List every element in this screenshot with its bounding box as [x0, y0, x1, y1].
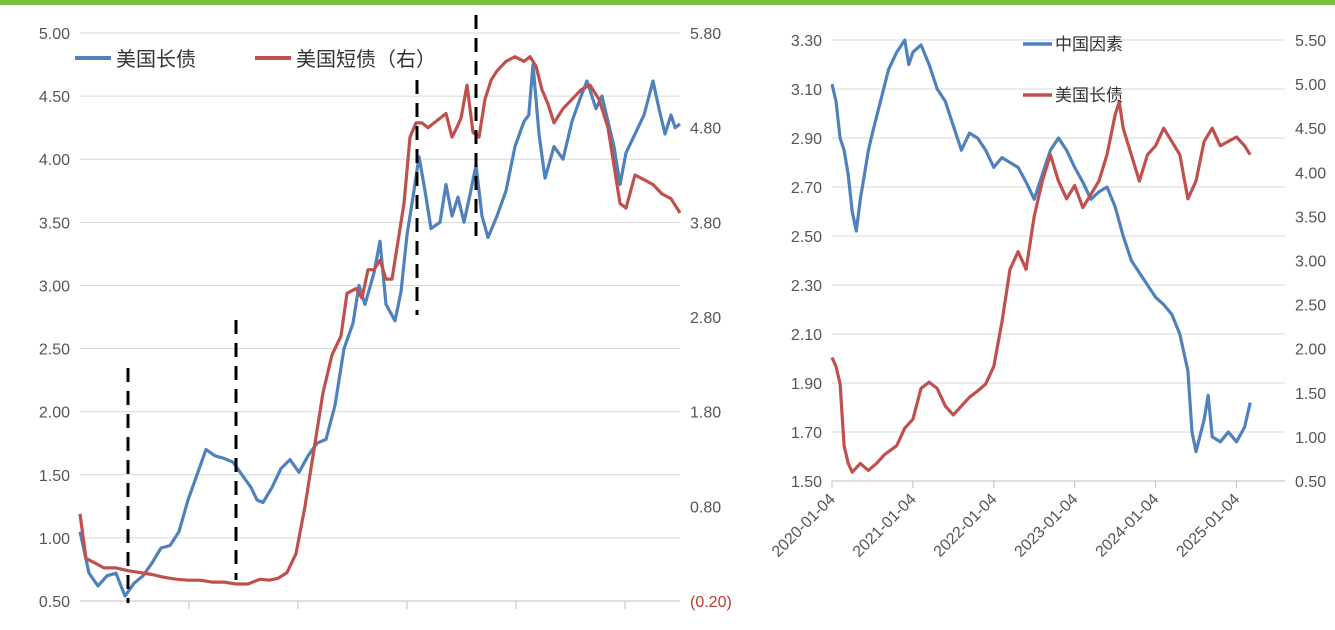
- y-left-tick-label: 2.00: [39, 405, 70, 422]
- y-left-tick-label: 1.00: [39, 531, 70, 548]
- y-right-tick-label: (0.20): [690, 594, 732, 611]
- legend-label-us-long: 美国长债: [116, 48, 196, 71]
- chart1-left-axis: 5.00 4.50 4.00 3.50 3.00 2.50 2.00 1.50 1.00 0.50: [39, 26, 70, 611]
- y-left-tick-label: 5.00: [39, 26, 70, 43]
- y-left-tick-label: 1.50: [39, 468, 70, 485]
- chart1-event-markers: [126, 15, 478, 603]
- chart1-legend: 美国长债 美国短债（右）: [75, 48, 436, 71]
- y-right-tick-label: 3.80: [690, 215, 721, 232]
- y-left-tick-label: 4.50: [39, 89, 70, 106]
- y-left-tick-label: 2.50: [39, 342, 70, 359]
- chart1-x-axis: [80, 600, 680, 609]
- y-left-tick-label: 3.00: [39, 278, 70, 295]
- series-line-red: [78, 55, 682, 586]
- y-left-tick-label: 3.50: [39, 215, 70, 232]
- y-right-tick-label: 5.80: [690, 26, 721, 43]
- chart1-gridlines: [80, 32, 680, 602]
- y-left-tick-label: 0.50: [39, 594, 70, 611]
- top-accent-bar: [0, 0, 1335, 5]
- y-left-tick-label: 4.00: [39, 152, 70, 169]
- series-line-blue: [78, 62, 681, 598]
- y-right-tick-label: 1.80: [690, 405, 721, 422]
- chart1-right-axis: 5.80 4.80 3.80 2.80 1.80 0.80 (0.20): [690, 26, 732, 611]
- y-right-tick-label: 2.80: [690, 310, 721, 327]
- chart1-series: [78, 55, 682, 598]
- legend-label-us-short: 美国短债（右）: [296, 48, 436, 71]
- y-right-tick-label: 4.80: [690, 121, 721, 138]
- y-right-tick-label: 0.80: [690, 499, 721, 516]
